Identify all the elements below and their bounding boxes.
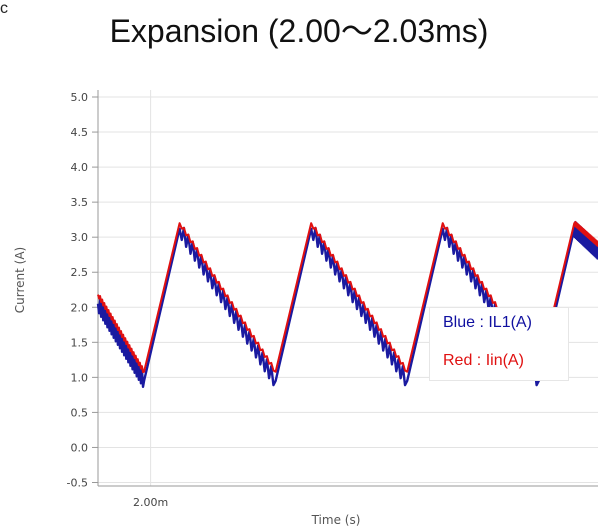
y-tick-label: 3.5 [71,196,89,209]
series-iin-line [97,221,598,374]
y-tick-label: 3.0 [71,231,89,244]
y-tick-label: 5.0 [71,91,89,104]
y-tick-label: 0.0 [71,441,89,454]
y-tick-label: 1.5 [71,336,89,349]
y-tick-label: 4.5 [71,126,89,139]
y-ticks: -0.5 0.0 0.5 1.0 1.5 2.0 2.5 3.0 3.5 4.0 4.5 5.0 [67,91,98,489]
grid [98,90,598,486]
chart-title: Expansion (2.00～2.03ms) [109,13,489,49]
y-tick-label: 0.5 [71,406,89,419]
y-axis-label: Current (A) [13,247,27,313]
legend: Blue : IL1(A) Red : Iin(A) [429,307,569,381]
x-tick-label: 2.00m [133,496,168,509]
axes [97,90,598,487]
legend-item-red: Red : Iin(A) [443,352,524,369]
y-tick-label: 4.0 [71,161,89,174]
y-tick-label: -0.5 [67,476,88,489]
legend-item-blue: Blue : IL1(A) [443,314,532,331]
series-layer [96,220,598,389]
x-ticks: 2.00m2.01m2.02m2.03m [133,496,168,509]
y-tick-label: 1.0 [71,371,89,384]
y-tick-label: 2.0 [71,301,89,314]
y-tick-label: 2.5 [71,266,89,279]
panel-letter: c [0,0,8,17]
x-axis-label: Time (s) [311,513,361,527]
